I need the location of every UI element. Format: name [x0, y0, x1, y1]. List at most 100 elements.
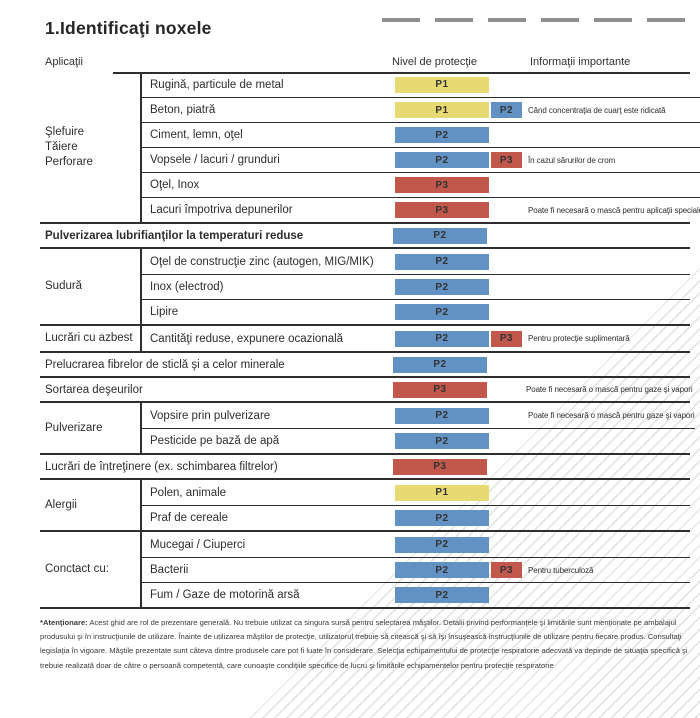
application-group: Pulverizare Vopsire prin pulverizare P2 …: [40, 401, 695, 453]
protection-badge-secondary: [491, 127, 522, 143]
application-label: Mucegai / Ciuperci: [150, 538, 246, 551]
column-header-protection-level: Nivel de protecţie: [392, 56, 477, 68]
category-label: Pulverizare: [45, 421, 103, 434]
protection-badge: P2: [395, 536, 489, 553]
application-label: Ciment, lemn, oţel: [150, 129, 243, 141]
protection-badge: P2: [395, 253, 489, 270]
protection-badge: P2: [395, 152, 489, 168]
protection-badge-secondary: [491, 485, 522, 501]
table-row: Pulverizarea lubrifianţilor la temperatu…: [40, 222, 690, 247]
application-group: Lucrări cu azbest Cantităţi reduse, expu…: [40, 324, 690, 351]
protection-badge-secondary: [491, 77, 522, 93]
protection-table: Şlefuire Tăiere Perforare Rugină, partic…: [40, 72, 700, 609]
protection-badge: P1: [395, 102, 489, 118]
protection-badge: P2: [395, 304, 489, 320]
category-label: Sudură: [45, 280, 83, 292]
application-label: Pulverizarea lubrifianţilor la temperatu…: [45, 229, 304, 242]
table-row: Oţel de construcţie zinc (autogen, MIG/M…: [142, 249, 690, 274]
protection-badge-secondary: [491, 537, 522, 553]
header-divider-line: [113, 72, 690, 74]
protection-badge-secondary: [491, 587, 522, 603]
application-label: Fum / Gaze de motorină arsă: [150, 589, 300, 601]
application-group: Alergii Polen, animale P1 Praf de cereal…: [40, 478, 690, 530]
important-info-note: Poate fi necesară o mască pentru gaze şi…: [526, 385, 693, 394]
application-label: Bacterii: [150, 564, 189, 576]
protection-badge: P3: [395, 177, 489, 193]
application-label: Cantităţi reduse, expunere ocazională: [150, 332, 344, 345]
application-label: Oţel, Inox: [150, 179, 200, 191]
column-header-important-info: Informaţii importante: [530, 56, 631, 68]
table-row: Ciment, lemn, oţel P2: [142, 122, 700, 147]
protection-badge: P2: [395, 127, 489, 143]
protection-badge: P3: [393, 381, 487, 398]
application-label: Vopsire prin pulverizare: [150, 409, 271, 422]
application-label: Polen, animale: [150, 486, 227, 499]
top-edge-dashes: [382, 18, 700, 22]
table-row: Bacterii P2 P3 Pentru tuberculoză: [142, 557, 690, 582]
important-info-note: Poate fi necesară o mască pentru aplicaţ…: [528, 205, 700, 215]
application-group: Conctact cu: Mucegai / Ciuperci P2 Bacte…: [40, 530, 690, 607]
category-label: Lucrări cu azbest: [45, 332, 133, 344]
category-label: Alergii: [45, 498, 77, 511]
important-info-note: În cazul sărurilor de crom: [528, 155, 616, 165]
protection-badge-secondary: [491, 279, 522, 295]
protection-badge-secondary: P3: [491, 330, 522, 347]
group-rows: Mucegai / Ciuperci P2 Bacterii P2 P3 Pen…: [140, 532, 690, 607]
table-row: Beton, piatră P1 P2 Când concentraţia de…: [142, 97, 700, 122]
protection-badge: P2: [395, 279, 489, 295]
protection-badge-secondary: [491, 510, 522, 526]
protection-badge-secondary: P2: [491, 102, 522, 118]
protection-badge-secondary: [491, 254, 522, 270]
protection-badge-secondary: [489, 459, 520, 475]
group-rows: Rugină, particule de metal P1 Beton, pia…: [140, 72, 700, 222]
table-row: Polen, animale P1: [142, 480, 690, 505]
table-row: Vopsele / lacuri / grunduri P2 P3 În caz…: [142, 147, 700, 172]
protection-badge-secondary: P3: [491, 562, 522, 578]
protection-badge-secondary: [491, 202, 522, 218]
table-row: Rugină, particule de metal P1: [142, 72, 700, 97]
application-group: Şlefuire Tăiere Perforare Rugină, partic…: [40, 72, 700, 222]
table-row: Lucrări de întreţinere (ex. schimbarea f…: [40, 453, 690, 478]
protection-badge: P2: [393, 356, 487, 373]
application-label: Vopsele / lacuri / grunduri: [150, 154, 280, 166]
application-label: Lucrări de întreţinere (ex. schimbarea f…: [45, 460, 278, 473]
group-rows: Cantităţi reduse, expunere ocazională P2…: [140, 326, 690, 351]
protection-badge: P2: [395, 587, 489, 603]
category-label: Conctact cu:: [45, 563, 109, 575]
protection-badge: P3: [395, 202, 489, 218]
table-row: Oţel, Inox P3: [142, 172, 700, 197]
category-label: Şlefuire Tăiere Perforare: [45, 125, 93, 168]
protection-badge-secondary: [489, 357, 520, 373]
protection-badge-secondary: P3: [491, 152, 522, 168]
application-label: Pesticide pe bază de apă: [150, 435, 280, 447]
table-row: Lacuri împotriva depunerilor P3 Poate fi…: [142, 197, 700, 222]
application-label: Inox (electrod): [150, 281, 224, 293]
protection-badge-secondary: [489, 228, 520, 244]
application-label: Lipire: [150, 306, 179, 318]
protection-badge-secondary: [489, 382, 520, 398]
footnote: *Atenţionare: Acest ghid are rol de prez…: [40, 616, 690, 673]
protection-badge-secondary: [491, 408, 522, 424]
footnote-text: Acest ghid are rol de prezentare general…: [40, 618, 688, 670]
table-row: Praf de cereale P2: [142, 505, 690, 530]
footnote-label: *Atenţionare:: [40, 618, 88, 627]
table-row: Lipire P2: [142, 299, 690, 324]
column-header-applications: Aplicaţii: [45, 56, 83, 68]
application-label: Sortarea deşeurilor: [45, 383, 143, 396]
important-info-note: Poate fi necesară o mască pentru gaze şi…: [528, 411, 695, 420]
table-row: Inox (electrod) P2: [142, 274, 690, 299]
guide-page: 1.Identificaţi noxele Aplicaţii Nivel de…: [0, 18, 700, 673]
protection-badge: P2: [395, 433, 489, 449]
table-row: Fum / Gaze de motorină arsă P2: [142, 582, 690, 607]
important-info-note: Pentru tuberculoză: [528, 565, 594, 575]
application-label: Oţel de construcţie zinc (autogen, MIG/M…: [150, 255, 374, 268]
group-rows: Oţel de construcţie zinc (autogen, MIG/M…: [140, 249, 690, 324]
important-info-note: Când concentraţia de cuarţ este ridicată: [528, 105, 666, 115]
application-label: Lacuri împotriva depunerilor: [150, 204, 293, 216]
group-rows: Vopsire prin pulverizare P2 Poate fi nec…: [140, 403, 695, 453]
table-row: Prelucrarea fibrelor de sticlă şi a celo…: [40, 351, 690, 376]
group-rows: Polen, animale P1 Praf de cereale P2: [140, 480, 690, 530]
table-row: Vopsire prin pulverizare P2 Poate fi nec…: [142, 403, 695, 428]
protection-badge: P2: [395, 330, 489, 347]
protection-badge: P2: [395, 562, 489, 578]
